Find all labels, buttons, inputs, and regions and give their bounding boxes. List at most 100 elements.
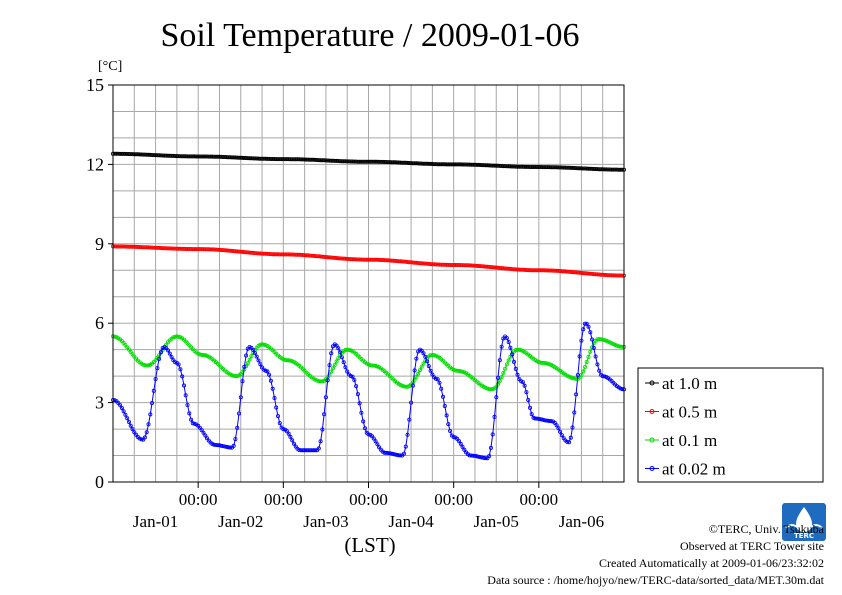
- logo-text: TERC: [794, 532, 814, 540]
- data-point: [602, 374, 607, 379]
- data-point: [488, 163, 493, 168]
- data-point: [190, 421, 195, 426]
- data-point: [334, 343, 339, 348]
- data-point: [247, 250, 252, 255]
- data-point: [132, 430, 137, 435]
- x-date-label: Jan-05: [474, 512, 519, 531]
- legend-label: at 0.1 m: [662, 431, 717, 450]
- data-point: [220, 248, 225, 253]
- data-point: [171, 153, 176, 158]
- data-point: [180, 374, 185, 379]
- data-point: [341, 360, 346, 365]
- credit-org: ©TERC, Univ. Tsukuba: [709, 522, 825, 536]
- data-point: [297, 157, 302, 162]
- data-point: [121, 409, 126, 414]
- water-drop-icon: [796, 507, 812, 532]
- data-point: [157, 356, 162, 361]
- data-point: [199, 247, 204, 252]
- data-point: [165, 153, 170, 158]
- data-point: [446, 422, 451, 427]
- data-point: [567, 440, 572, 445]
- data-point: [183, 246, 188, 251]
- data-point: [524, 164, 529, 169]
- data-point: [476, 263, 481, 268]
- data-point: [192, 154, 197, 159]
- data-point: [137, 244, 142, 249]
- data-point: [157, 245, 162, 250]
- data-point: [407, 260, 412, 265]
- data-point: [158, 350, 163, 355]
- data-point: [462, 447, 467, 452]
- data-point: [329, 369, 334, 374]
- data-point: [252, 156, 257, 161]
- data-point: [600, 374, 605, 379]
- data-point: [586, 166, 591, 171]
- data-point: [387, 451, 392, 456]
- data-point: [462, 162, 467, 167]
- legend: at 1.0 m at 0.5 m at 0.1 m at 0.02 m: [637, 367, 824, 483]
- data-point: [245, 250, 250, 255]
- data-point: [373, 439, 378, 444]
- data-point: [433, 262, 438, 267]
- data-point: [598, 272, 603, 277]
- x-date-label: Jan-01: [133, 512, 178, 531]
- data-point: [508, 266, 513, 271]
- data-point: [318, 379, 323, 384]
- data-point: [183, 154, 188, 159]
- data-point: [261, 251, 266, 256]
- legend-box: [637, 367, 824, 483]
- data-point: [526, 397, 531, 402]
- data-point: [472, 453, 477, 458]
- data-point: [488, 387, 493, 392]
- data-point: [204, 247, 209, 252]
- data-point: [536, 416, 541, 421]
- data-point: [281, 357, 286, 362]
- data-point: [240, 379, 245, 384]
- data-point: [446, 262, 451, 267]
- data-point: [460, 369, 465, 374]
- data-point: [222, 444, 227, 449]
- data-point: [536, 359, 541, 364]
- data-point: [574, 392, 579, 397]
- data-point: [529, 412, 534, 417]
- data-point: [593, 166, 598, 171]
- data-point: [252, 350, 257, 355]
- data-point: [206, 247, 211, 252]
- data-point: [414, 374, 419, 379]
- data-point: [545, 268, 550, 273]
- data-point: [352, 257, 357, 262]
- data-point: [137, 152, 142, 157]
- data-point: [366, 432, 371, 437]
- data-point: [219, 443, 224, 448]
- data-point: [197, 247, 202, 252]
- data-point: [178, 154, 183, 159]
- data-point: [357, 401, 362, 406]
- data-point: [139, 437, 144, 442]
- data-point: [432, 162, 437, 167]
- data-point: [579, 270, 584, 275]
- data-point: [261, 156, 266, 161]
- data-point: [469, 263, 474, 268]
- data-point: [167, 351, 172, 356]
- data-point: [524, 390, 529, 395]
- data-point: [421, 351, 426, 356]
- data-point: [268, 252, 273, 257]
- data-point: [259, 251, 264, 256]
- data-point: [456, 439, 461, 444]
- data-point: [286, 431, 291, 436]
- data-point: [409, 400, 414, 405]
- data-point: [181, 383, 186, 388]
- data-point: [469, 162, 474, 167]
- legend-item: at 0.5 m: [645, 403, 717, 422]
- data-point: [316, 158, 321, 163]
- data-point: [130, 244, 135, 249]
- data-point: [520, 380, 525, 385]
- data-point: [245, 360, 250, 365]
- data-point: [286, 358, 291, 363]
- series-layer: [111, 151, 627, 461]
- data-point: [226, 155, 231, 160]
- data-point: [469, 453, 474, 458]
- data-point: [384, 258, 389, 263]
